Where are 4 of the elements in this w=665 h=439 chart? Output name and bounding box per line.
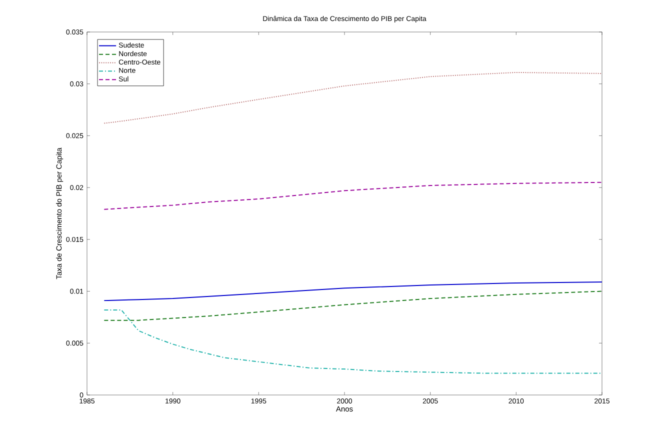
line-series [104, 72, 602, 124]
line-series [104, 281, 602, 302]
line-series [104, 290, 602, 321]
line-series [104, 182, 602, 210]
